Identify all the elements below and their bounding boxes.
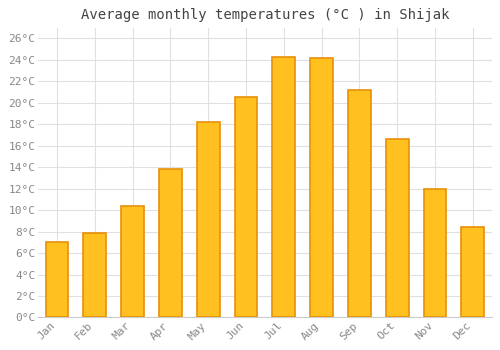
Bar bbox=[462, 228, 484, 317]
Bar bbox=[424, 189, 446, 317]
Bar bbox=[46, 242, 68, 317]
Bar bbox=[159, 169, 182, 317]
Bar bbox=[386, 139, 408, 317]
Title: Average monthly temperatures (°C ) in Shijak: Average monthly temperatures (°C ) in Sh… bbox=[80, 8, 449, 22]
Bar bbox=[84, 233, 106, 317]
Bar bbox=[197, 122, 220, 317]
Bar bbox=[348, 90, 370, 317]
Bar bbox=[310, 58, 333, 317]
Bar bbox=[234, 97, 258, 317]
Bar bbox=[272, 57, 295, 317]
Bar bbox=[122, 206, 144, 317]
